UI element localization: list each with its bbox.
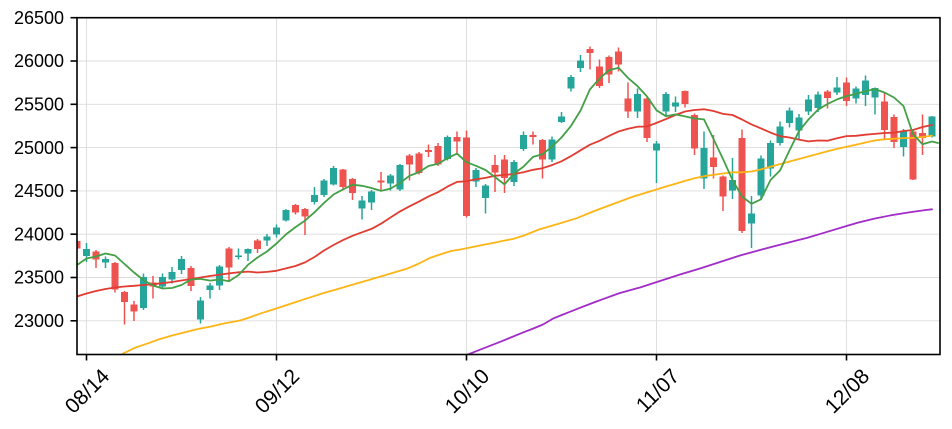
svg-text:23500: 23500 (14, 268, 64, 288)
svg-text:23000: 23000 (14, 311, 64, 331)
svg-text:26000: 26000 (14, 51, 64, 71)
svg-text:25000: 25000 (14, 138, 64, 158)
svg-text:24000: 24000 (14, 224, 64, 244)
svg-text:26500: 26500 (14, 8, 64, 28)
svg-text:25500: 25500 (14, 95, 64, 115)
svg-text:24500: 24500 (14, 181, 64, 201)
